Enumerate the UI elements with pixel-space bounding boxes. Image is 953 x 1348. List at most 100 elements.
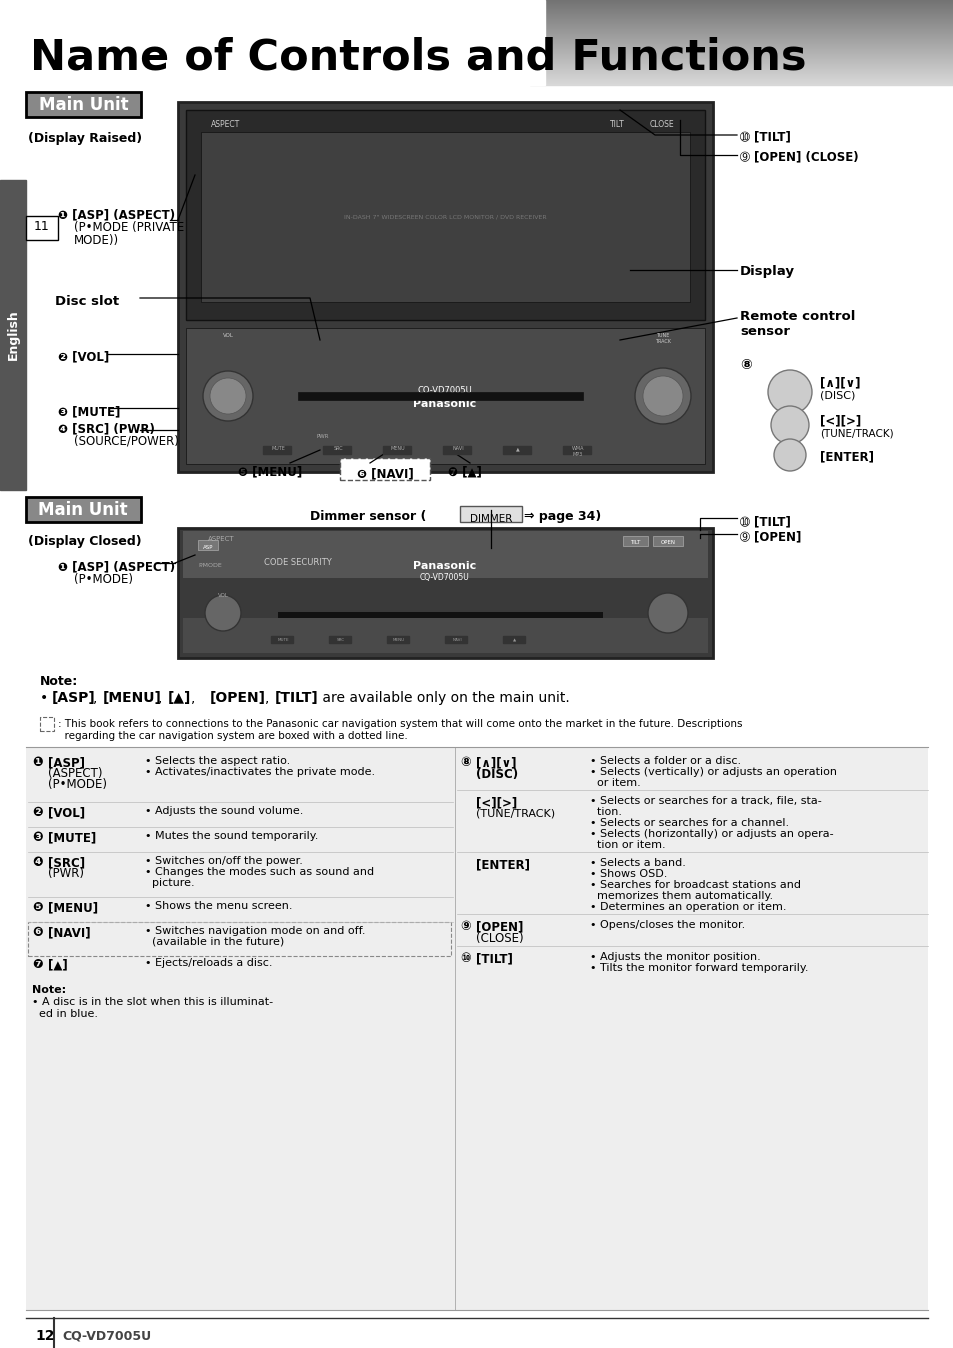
Text: ASP: ASP <box>203 545 213 550</box>
Bar <box>562 446 590 454</box>
Circle shape <box>210 377 246 414</box>
Bar <box>26 497 141 522</box>
Text: Panasonic: Panasonic <box>413 399 476 408</box>
Text: are available only on the main unit.: are available only on the main unit. <box>317 692 569 705</box>
Circle shape <box>642 376 682 417</box>
Text: [∧][∨]: [∧][∨] <box>476 756 516 768</box>
Text: ❶ [ASP] (ASPECT): ❶ [ASP] (ASPECT) <box>58 559 175 573</box>
Text: ⑧: ⑧ <box>740 359 751 372</box>
Text: Dimmer sensor (: Dimmer sensor ( <box>310 510 426 523</box>
Text: • Shows OSD.: • Shows OSD. <box>589 869 667 879</box>
Text: Disc slot: Disc slot <box>55 295 119 307</box>
Text: Remote control: Remote control <box>740 310 855 324</box>
Text: ❹ [SRC] (PWR): ❹ [SRC] (PWR) <box>58 422 154 435</box>
Text: picture.: picture. <box>145 878 194 888</box>
Circle shape <box>203 371 253 421</box>
Text: SRC: SRC <box>336 638 345 642</box>
Text: ❶ [ASP] (ASPECT): ❶ [ASP] (ASPECT) <box>58 208 175 221</box>
Text: ,: , <box>265 692 274 705</box>
Text: or item.: or item. <box>589 778 640 789</box>
Text: (DISC): (DISC) <box>476 768 517 780</box>
Bar <box>339 458 430 480</box>
Bar <box>186 111 704 319</box>
Text: NAVI: NAVI <box>452 446 463 452</box>
Text: [▲]: [▲] <box>48 958 68 971</box>
Text: • Searches for broadcast stations and: • Searches for broadcast stations and <box>589 880 801 890</box>
Text: Panasonic: Panasonic <box>413 561 476 572</box>
Circle shape <box>767 369 811 414</box>
Bar <box>323 446 351 454</box>
Text: [TILT]: [TILT] <box>476 952 513 965</box>
Text: Main Unit: Main Unit <box>38 501 128 519</box>
Bar <box>26 747 927 1310</box>
Bar <box>178 102 712 472</box>
Text: CQ-VD7005U: CQ-VD7005U <box>62 1329 151 1343</box>
Bar <box>459 506 521 522</box>
Text: ❶: ❶ <box>32 756 43 768</box>
Text: DIMMER: DIMMER <box>469 514 512 524</box>
Bar <box>387 636 409 643</box>
Text: VOL: VOL <box>222 333 233 338</box>
Text: [SRC]: [SRC] <box>48 856 85 869</box>
Text: ⇒ page 34): ⇒ page 34) <box>523 510 600 523</box>
Text: (P•MODE): (P•MODE) <box>74 573 132 586</box>
Text: OPEN: OPEN <box>659 541 675 545</box>
Text: (PWR): (PWR) <box>48 867 84 880</box>
Bar <box>183 617 707 652</box>
Text: (available in the future): (available in the future) <box>145 937 284 948</box>
Text: • Selects (vertically) or adjusts an operation: • Selects (vertically) or adjusts an ope… <box>589 767 836 776</box>
Text: tion.: tion. <box>589 807 621 817</box>
Bar <box>263 446 291 454</box>
Text: [OPEN]: [OPEN] <box>210 692 266 705</box>
Text: ed in blue.: ed in blue. <box>32 1010 98 1019</box>
Text: • Determines an operation or item.: • Determines an operation or item. <box>589 902 785 913</box>
Text: ❼ [▲]: ❼ [▲] <box>448 465 481 479</box>
Text: [MENU]: [MENU] <box>48 900 98 914</box>
Text: • Selects the aspect ratio.: • Selects the aspect ratio. <box>145 756 290 766</box>
Text: (P•MODE): (P•MODE) <box>48 778 107 791</box>
Text: ⑩: ⑩ <box>459 952 470 965</box>
Text: ❸: ❸ <box>32 830 43 844</box>
Text: PWR: PWR <box>316 434 329 439</box>
Text: [ASP]: [ASP] <box>52 692 95 705</box>
Bar <box>382 446 411 454</box>
Text: : This book refers to connections to the Panasonic car navigation system that wi: : This book refers to connections to the… <box>58 718 741 729</box>
Text: ❷ [VOL]: ❷ [VOL] <box>58 350 110 363</box>
Text: [▲]: [▲] <box>168 692 192 705</box>
Text: 11: 11 <box>34 221 50 233</box>
Bar <box>198 541 218 550</box>
Bar <box>183 531 707 543</box>
Text: • Adjusts the monitor position.: • Adjusts the monitor position. <box>589 952 760 962</box>
Text: ❻ [NAVI]: ❻ [NAVI] <box>356 466 413 480</box>
Text: • Adjusts the sound volume.: • Adjusts the sound volume. <box>145 806 303 816</box>
Text: ⑧: ⑧ <box>459 756 470 768</box>
Text: (DISC): (DISC) <box>820 390 855 400</box>
Text: ➉ [TILT]: ➉ [TILT] <box>740 515 790 528</box>
Text: CLOSE: CLOSE <box>649 120 674 129</box>
Text: • Selects or searches for a channel.: • Selects or searches for a channel. <box>589 818 788 828</box>
Text: Note:: Note: <box>40 675 78 687</box>
Text: MUTE: MUTE <box>271 446 285 452</box>
Text: (TUNE/TRACK): (TUNE/TRACK) <box>476 807 555 818</box>
Text: • Changes the modes such as sound and: • Changes the modes such as sound and <box>145 867 374 878</box>
Text: [OPEN]: [OPEN] <box>476 919 523 933</box>
Text: • Tilts the monitor forward temporarily.: • Tilts the monitor forward temporarily. <box>589 962 807 973</box>
Text: [∧][∨]: [∧][∨] <box>820 376 860 390</box>
Text: 12: 12 <box>35 1329 54 1343</box>
Text: Main Unit: Main Unit <box>39 97 128 115</box>
Bar <box>0 181 26 491</box>
Text: sensor: sensor <box>740 325 789 338</box>
Bar <box>652 537 682 546</box>
Text: • Selects a band.: • Selects a band. <box>589 857 685 868</box>
Text: • A disc is in the slot when this is illuminat-: • A disc is in the slot when this is ill… <box>32 998 273 1007</box>
Text: ❹: ❹ <box>32 856 43 869</box>
Bar <box>277 612 602 617</box>
Bar <box>26 216 58 240</box>
Text: [ENTER]: [ENTER] <box>820 450 873 462</box>
Circle shape <box>773 439 805 470</box>
Text: MENU: MENU <box>393 638 405 642</box>
Text: TUNE
TRACK: TUNE TRACK <box>655 333 670 344</box>
Text: •: • <box>40 692 52 705</box>
Text: tion or item.: tion or item. <box>589 840 665 851</box>
Text: VOL: VOL <box>217 593 228 599</box>
